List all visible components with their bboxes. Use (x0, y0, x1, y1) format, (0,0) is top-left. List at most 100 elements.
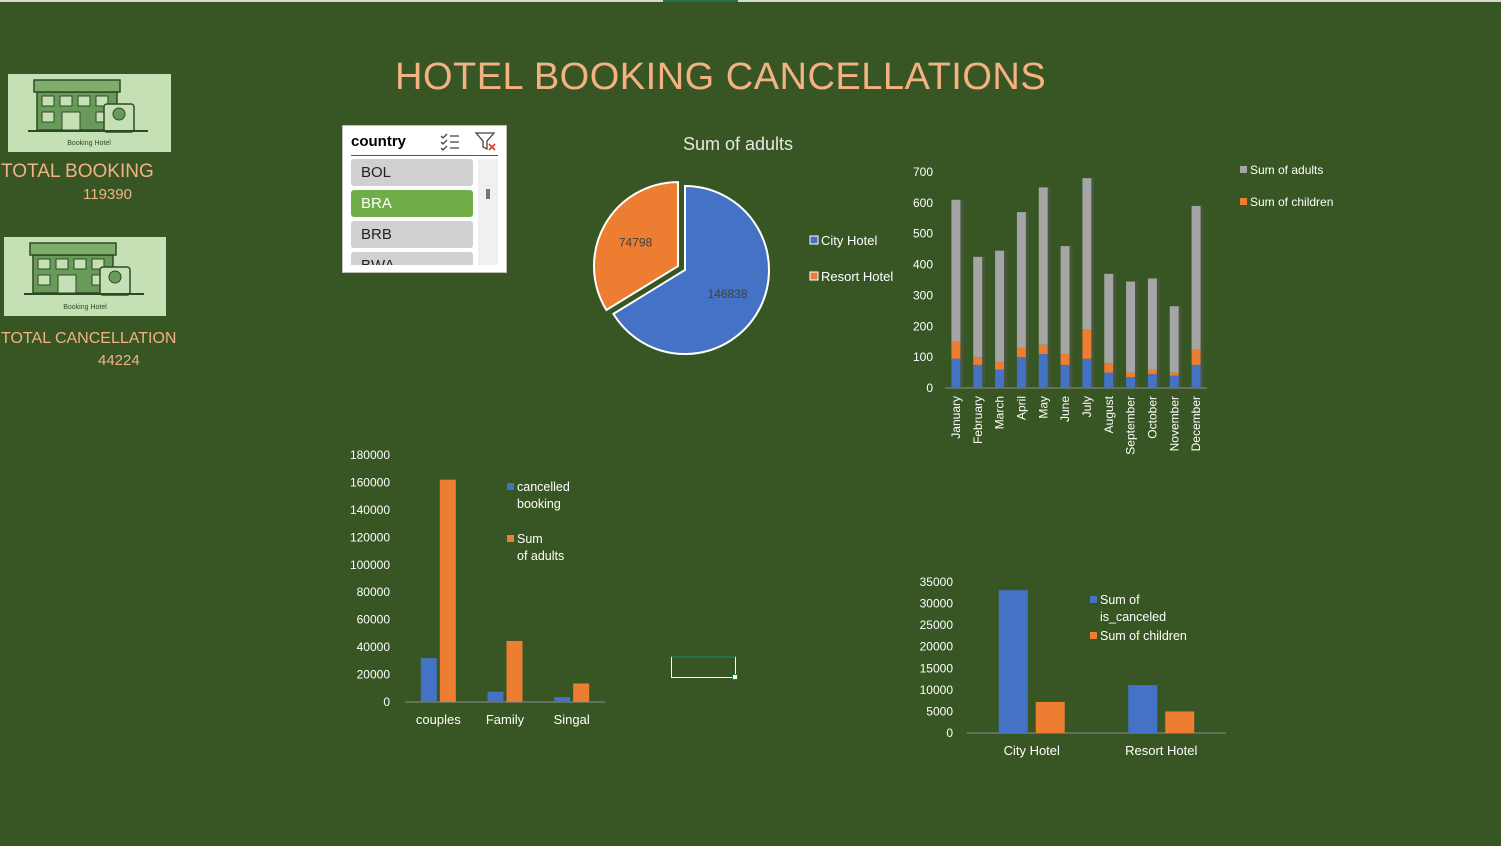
bar-side (960, 197, 964, 342)
bar-segment (995, 250, 1005, 362)
bar-segment (1191, 364, 1201, 388)
slicer-scrollbar[interactable] (478, 159, 498, 265)
bar-side (1178, 373, 1182, 388)
legend-label-sum-of-children: Sum of children (1100, 629, 1187, 643)
bar-side (1091, 176, 1095, 330)
logo-caption: Booking Hotel (63, 304, 107, 311)
bar-segment (1082, 358, 1092, 388)
hotel-building-icon: Booking Hotel (28, 79, 148, 147)
bar-side (1200, 362, 1204, 388)
bar-segment (951, 341, 961, 359)
bar-side (982, 254, 986, 358)
legend-swatch-cancelled-booking (507, 483, 514, 490)
x-tick-label: Family (486, 712, 525, 727)
pie-slice-resort-hotel (593, 181, 680, 312)
fill-handle[interactable] (732, 674, 738, 680)
bar-side (960, 356, 964, 388)
legend-label-sum-of-adults: of adults (517, 549, 564, 563)
bar-segment (1038, 354, 1048, 388)
bar-segment (1191, 349, 1201, 365)
bar-side (1069, 244, 1073, 355)
clear-filter-icon[interactable] (474, 131, 498, 153)
slicer-item-brb[interactable]: BRB (351, 221, 473, 248)
y-tick-label: 20000 (357, 668, 391, 682)
x-tick-label: Singal (554, 712, 590, 727)
group-type-chart[interactable]: 0 20000 40000 60000 80000 100000 120000 140000 1… (340, 440, 640, 740)
bar-segment (1060, 246, 1070, 355)
bar-segment (1126, 281, 1136, 373)
legend-swatch-city-hotel (809, 235, 819, 245)
bar-side (1200, 203, 1204, 350)
y-tick-label: 0 (383, 695, 390, 709)
x-tick-label: April (1014, 396, 1028, 420)
bar-side (1113, 361, 1117, 373)
total-cancellation-value: 44224 (98, 352, 140, 369)
x-tick-label: November (1167, 396, 1181, 451)
y-tick-label: 500 (913, 227, 933, 241)
bar-sum-of-adults (506, 640, 523, 702)
bar-segment (1169, 306, 1179, 373)
legend-swatch-sum-of-children (1240, 198, 1247, 205)
legend-label-sum-of-children: Sum of children (1250, 195, 1333, 209)
y-tick-label: 25000 (920, 618, 954, 632)
bar-segment (1060, 354, 1070, 365)
bar-segment (1104, 363, 1114, 373)
bar-sum-of-children (1035, 701, 1065, 733)
bar-segment (951, 199, 961, 342)
country-slicer[interactable]: country BOL BRA BRB BWA (342, 125, 507, 273)
monthly-stacked-chart[interactable]: 0 100 200 300 400 500 600 700 January February Mar… (905, 118, 1385, 468)
bar-side (1113, 271, 1117, 364)
legend-label-sum-of-adults: Sum (517, 532, 543, 546)
slicer-item-bwa[interactable]: BWA (351, 252, 473, 265)
x-tick-label: City Hotel (1004, 743, 1060, 758)
pie-chart-adults[interactable]: Sum of adults 146838 74798 City Hotel Resort… (548, 122, 928, 387)
bar-side (1113, 370, 1117, 388)
multi-select-icon[interactable] (439, 131, 461, 151)
x-tick-label: June (1058, 396, 1072, 422)
slicer-item-bol[interactable]: BOL (351, 159, 473, 186)
legend-label-cancelled-booking: cancelled (517, 480, 570, 494)
bar-side (1135, 279, 1139, 373)
bar-side (1069, 352, 1073, 365)
bar-cancelled-booking (420, 658, 437, 702)
bar-side (1004, 359, 1008, 370)
bar-segment (995, 369, 1005, 388)
x-tick-label: October (1145, 396, 1159, 439)
bar-side (1047, 185, 1051, 345)
x-tick-label: December (1189, 396, 1203, 451)
y-tick-label: 140000 (350, 503, 390, 517)
y-tick-label: 100000 (350, 558, 390, 572)
selected-cell[interactable] (671, 656, 738, 680)
bar-segment (1104, 372, 1114, 388)
bar-segment (1016, 357, 1026, 388)
slicer-scroll-thumb[interactable] (486, 189, 490, 199)
legend-label-cancelled-booking: booking (517, 497, 561, 511)
slicer-item-list: BOL BRA BRB BWA (351, 159, 473, 265)
legend-label-sum-of-is-canceled: is_canceled (1100, 610, 1166, 624)
bar-segment (1016, 212, 1026, 348)
y-tick-label: 300 (913, 288, 933, 302)
y-tick-label: 0 (946, 726, 953, 740)
legend-label-resort-hotel: Resort Hotel (821, 269, 893, 284)
dashboard-title: HOTEL BOOKING CANCELLATIONS (395, 56, 1047, 98)
bar-side (960, 339, 964, 359)
pie-data-label: 146838 (707, 287, 747, 301)
bar-side (1025, 355, 1029, 388)
x-tick-label: August (1102, 395, 1116, 433)
bar-cancelled-booking (554, 697, 571, 702)
pie-slice-city-hotel (611, 184, 770, 355)
x-tick-label: Resort Hotel (1125, 743, 1197, 758)
chart-title: Sum of adults (683, 134, 793, 154)
bar-side (1025, 345, 1029, 358)
booking-hotel-logo: Booking Hotel (8, 74, 171, 152)
bar-sum-of-adults (439, 479, 456, 702)
hotel-type-chart[interactable]: 0 5000 10000 15000 20000 25000 30000 35000 City … (915, 565, 1250, 765)
total-booking-value: 119390 (83, 186, 132, 203)
bar-side (1156, 367, 1160, 375)
y-tick-label: 180000 (350, 448, 390, 462)
bar-segment (1082, 178, 1092, 330)
bar-side (1178, 370, 1182, 376)
slicer-item-bra[interactable]: BRA (351, 190, 473, 217)
bar-cancelled-booking (487, 691, 504, 702)
x-tick-label: couples (416, 712, 461, 727)
